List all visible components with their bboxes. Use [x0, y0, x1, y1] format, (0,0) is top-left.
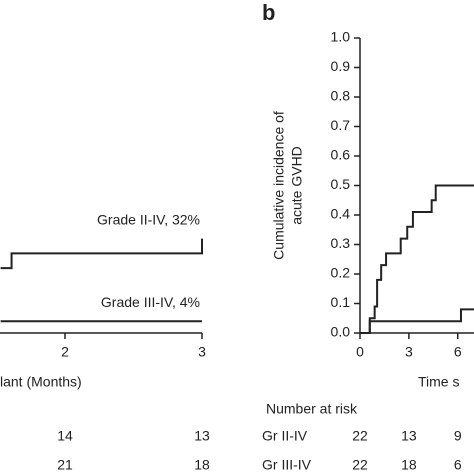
x-tick-label: 0	[356, 344, 364, 360]
y-tick-label: 0.0	[331, 324, 351, 340]
y-tick-label: 0.9	[331, 58, 351, 74]
risk-count: 18	[194, 457, 210, 473]
y-tick-label: 0.1	[331, 294, 351, 310]
y-tick-label: 1.0	[331, 29, 351, 45]
x-tick-label: 6	[454, 344, 462, 360]
risk-count: 13	[194, 428, 210, 444]
y-tick-label: 0.7	[331, 117, 351, 133]
y-tick-label: 0.5	[331, 176, 351, 192]
y-tick-label: 0.4	[331, 206, 351, 222]
x-tick-label: 3	[198, 344, 206, 360]
risk-count: 13	[401, 428, 417, 444]
risk-row-name: Gr II-IV	[262, 428, 308, 444]
y-axis-label: acute GVHD	[289, 146, 305, 225]
y-tick-label: 0.8	[331, 88, 351, 104]
risk-count: 18	[401, 457, 417, 473]
x-axis-label: lant (Months)	[0, 374, 82, 390]
risk-row-name: Gr III-IV	[262, 457, 312, 473]
curve	[0, 238, 203, 270]
y-tick-label: 0.2	[331, 265, 351, 281]
risk-count: 22	[352, 457, 368, 473]
y-tick-label: 0.3	[331, 235, 351, 251]
y-axis-label: Cumulative incidence of	[271, 111, 287, 260]
curve	[360, 184, 474, 334]
risk-count: 14	[57, 428, 73, 444]
risk-count: 6	[454, 457, 462, 473]
curve	[360, 308, 474, 334]
risk-count: 9	[454, 428, 462, 444]
series-label: Grade II-IV, 32%	[97, 211, 200, 227]
x-tick-label: 3	[405, 344, 413, 360]
risk-count: 22	[352, 428, 368, 444]
panel-label: b	[262, 0, 275, 25]
x-axis-label: Time s	[418, 374, 459, 390]
x-tick-label: 2	[61, 344, 69, 360]
risk-table-title: Number at risk	[266, 401, 358, 417]
y-tick-label: 0.6	[331, 147, 351, 163]
series-label: Grade III-IV, 4%	[101, 294, 200, 310]
risk-count: 21	[57, 457, 73, 473]
